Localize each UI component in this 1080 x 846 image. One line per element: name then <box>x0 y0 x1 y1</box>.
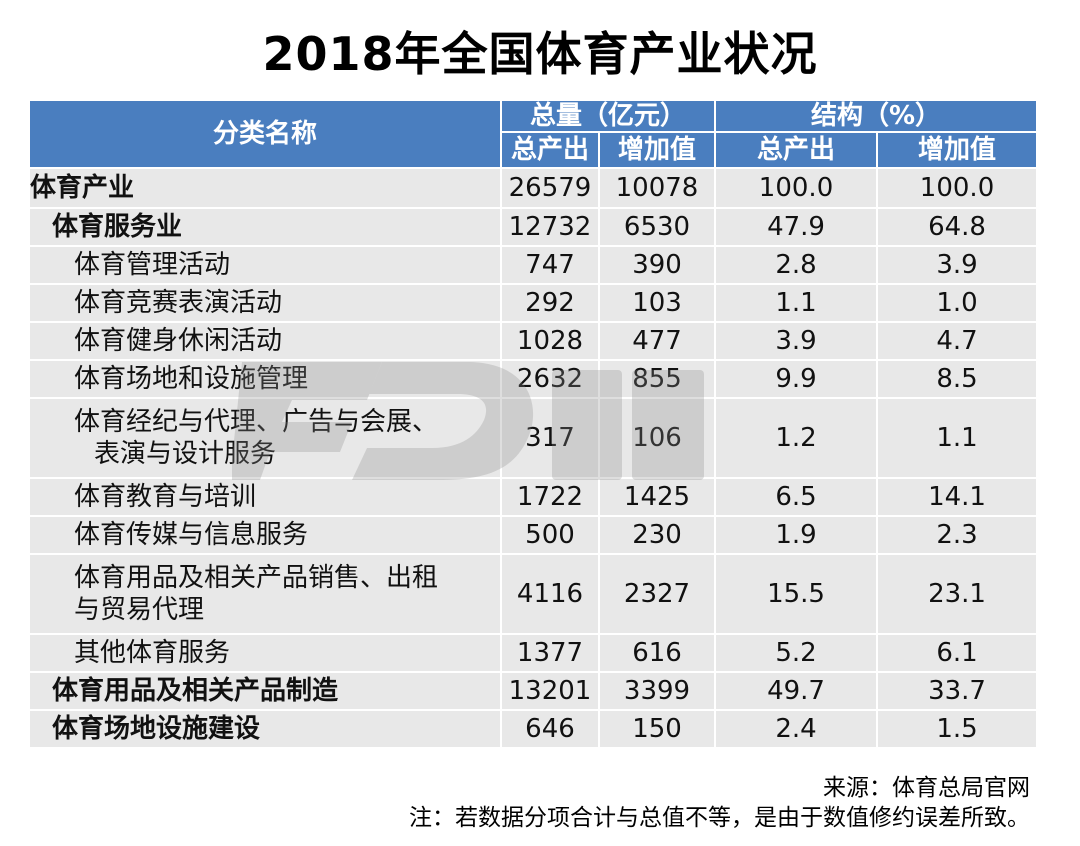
cell-added-value-pct: 1.0 <box>876 283 1039 323</box>
table-header: 分类名称 总量（亿元） 结构（%） 总产出 增加值 总产出 增加值 <box>28 99 1039 169</box>
header-total-added-value: 增加值 <box>597 131 717 169</box>
cell-added-value: 10078 <box>597 167 717 209</box>
cell-output: 26579 <box>500 167 600 209</box>
cell-output-pct: 5.2 <box>714 633 879 673</box>
cell-output: 747 <box>500 245 600 285</box>
row-name: 体育经纪与代理、广告与会展、 表演与设计服务 <box>28 397 502 479</box>
cell-output: 12732 <box>500 207 600 247</box>
footnote: 注：若数据分项合计与总值不等，是由于数值修约误差所致。 <box>409 805 1030 831</box>
row-name: 其他体育服务 <box>28 633 502 673</box>
cell-added-value-pct: 64.8 <box>876 207 1039 247</box>
source-note: 来源：体育总局官网 <box>823 775 1030 801</box>
cell-output-pct: 9.9 <box>714 359 879 399</box>
cell-output: 13201 <box>500 671 600 711</box>
cell-added-value-pct: 8.5 <box>876 359 1039 399</box>
cell-output: 500 <box>500 515 600 555</box>
row-name-line-2: 表演与设计服务 <box>94 439 277 469</box>
cell-output-pct: 47.9 <box>714 207 879 247</box>
row-name: 体育管理活动 <box>28 245 502 285</box>
row-name: 体育场地设施建设 <box>28 709 502 749</box>
table-row: 体育教育与培训 1722 1425 6.5 14.1 <box>28 477 1039 517</box>
row-name: 体育健身休闲活动 <box>28 321 502 361</box>
cell-added-value-pct: 33.7 <box>876 671 1039 711</box>
row-name: 体育产业 <box>28 167 502 209</box>
row-name: 体育传媒与信息服务 <box>28 515 502 555</box>
cell-output: 1722 <box>500 477 600 517</box>
cell-output-pct: 1.9 <box>714 515 879 555</box>
table-row: 体育经纪与代理、广告与会展、 表演与设计服务 317 106 1.2 1.1 <box>28 397 1039 479</box>
row-name: 体育教育与培训 <box>28 477 502 517</box>
cell-added-value-pct: 100.0 <box>876 167 1039 209</box>
cell-added-value-pct: 2.3 <box>876 515 1039 555</box>
cell-output: 4116 <box>500 553 600 635</box>
cell-added-value: 230 <box>597 515 717 555</box>
table-row: 体育传媒与信息服务 500 230 1.9 2.3 <box>28 515 1039 555</box>
cell-added-value: 2327 <box>597 553 717 635</box>
table-body: 体育产业 26579 10078 100.0 100.0 体育服务业 12732… <box>28 167 1039 749</box>
cell-added-value: 616 <box>597 633 717 673</box>
header-total-output: 总产出 <box>500 131 600 169</box>
cell-output-pct: 1.2 <box>714 397 879 479</box>
row-name: 体育竞赛表演活动 <box>28 283 502 323</box>
table-row: 其他体育服务 1377 616 5.2 6.1 <box>28 633 1039 673</box>
cell-output-pct: 2.4 <box>714 709 879 749</box>
row-name: 体育场地和设施管理 <box>28 359 502 399</box>
cell-output-pct: 100.0 <box>714 167 879 209</box>
cell-output-pct: 1.1 <box>714 283 879 323</box>
cell-added-value-pct: 1.5 <box>876 709 1039 749</box>
cell-output: 1377 <box>500 633 600 673</box>
cell-output-pct: 2.8 <box>714 245 879 285</box>
cell-added-value-pct: 14.1 <box>876 477 1039 517</box>
cell-added-value: 855 <box>597 359 717 399</box>
cell-added-value: 1425 <box>597 477 717 517</box>
table-row: 体育产业 26579 10078 100.0 100.0 <box>28 167 1039 209</box>
cell-added-value: 106 <box>597 397 717 479</box>
cell-added-value: 6530 <box>597 207 717 247</box>
header-structure-group: 结构（%） <box>714 99 1039 133</box>
cell-output: 292 <box>500 283 600 323</box>
cell-output: 317 <box>500 397 600 479</box>
cell-added-value-pct: 6.1 <box>876 633 1039 673</box>
sports-industry-table: 分类名称 总量（亿元） 结构（%） 总产出 增加值 总产出 增加值 体育产业 2… <box>28 99 1039 749</box>
table-row: 体育场地和设施管理 2632 855 9.9 8.5 <box>28 359 1039 399</box>
cell-added-value: 3399 <box>597 671 717 711</box>
cell-added-value-pct: 1.1 <box>876 397 1039 479</box>
cell-added-value-pct: 4.7 <box>876 321 1039 361</box>
cell-output-pct: 6.5 <box>714 477 879 517</box>
table-row: 体育竞赛表演活动 292 103 1.1 1.0 <box>28 283 1039 323</box>
cell-added-value: 103 <box>597 283 717 323</box>
cell-output-pct: 15.5 <box>714 553 879 635</box>
cell-added-value: 477 <box>597 321 717 361</box>
row-name: 体育服务业 <box>28 207 502 247</box>
page-title: 2018年全国体育产业状况 <box>262 27 818 81</box>
table-row: 体育管理活动 747 390 2.8 3.9 <box>28 245 1039 285</box>
header-total-group: 总量（亿元） <box>499 99 717 133</box>
row-name: 体育用品及相关产品制造 <box>28 671 502 711</box>
header-structure-output: 总产出 <box>714 131 879 169</box>
cell-added-value: 150 <box>597 709 717 749</box>
row-name: 体育用品及相关产品销售、出租 与贸易代理 <box>28 553 502 635</box>
cell-output: 646 <box>500 709 600 749</box>
table-row: 体育用品及相关产品销售、出租 与贸易代理 4116 2327 15.5 23.1 <box>28 553 1039 635</box>
header-structure-added-value: 增加值 <box>876 131 1039 169</box>
cell-output-pct: 3.9 <box>714 321 879 361</box>
cell-added-value-pct: 23.1 <box>876 553 1039 635</box>
table-row: 体育健身休闲活动 1028 477 3.9 4.7 <box>28 321 1039 361</box>
table-row: 体育服务业 12732 6530 47.9 64.8 <box>28 207 1039 247</box>
table-row: 体育场地设施建设 646 150 2.4 1.5 <box>28 709 1039 749</box>
row-name-line-1: 体育经纪与代理、广告与会展、 <box>74 407 439 437</box>
row-name-line-1: 体育用品及相关产品销售、出租 <box>74 563 439 593</box>
cell-added-value: 390 <box>597 245 717 285</box>
cell-output-pct: 49.7 <box>714 671 879 711</box>
cell-output: 1028 <box>500 321 600 361</box>
row-name-line-2: 与贸易代理 <box>74 595 205 625</box>
header-category: 分类名称 <box>28 99 502 169</box>
cell-output: 2632 <box>500 359 600 399</box>
cell-added-value-pct: 3.9 <box>876 245 1039 285</box>
table-row: 体育用品及相关产品制造 13201 3399 49.7 33.7 <box>28 671 1039 711</box>
